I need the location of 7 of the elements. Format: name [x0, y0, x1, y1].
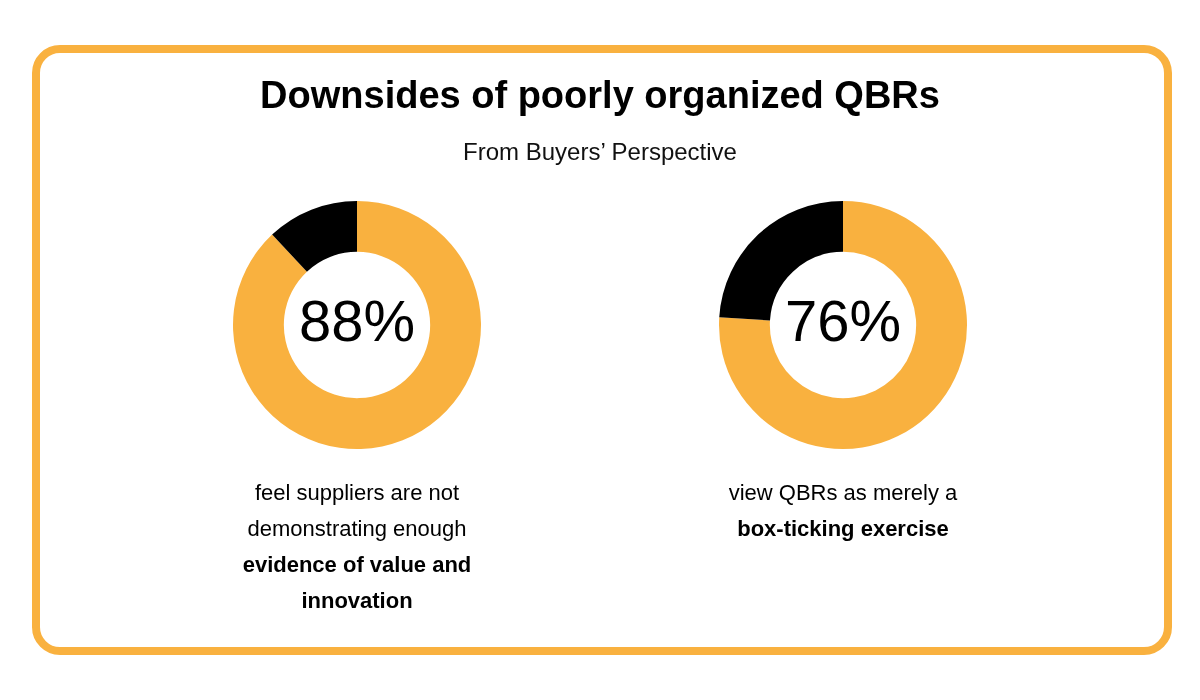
text: evidence of value and innovation	[241, 551, 473, 615]
text: view QBRs as merely a	[727, 479, 959, 507]
data-label: 76%	[784, 288, 902, 353]
data-label: 88%	[298, 288, 416, 353]
text: From Buyers’ Perspective	[462, 138, 738, 166]
text: Downsides of poorly organized QBRs	[259, 74, 941, 117]
text: box-ticking exercise	[736, 515, 950, 543]
